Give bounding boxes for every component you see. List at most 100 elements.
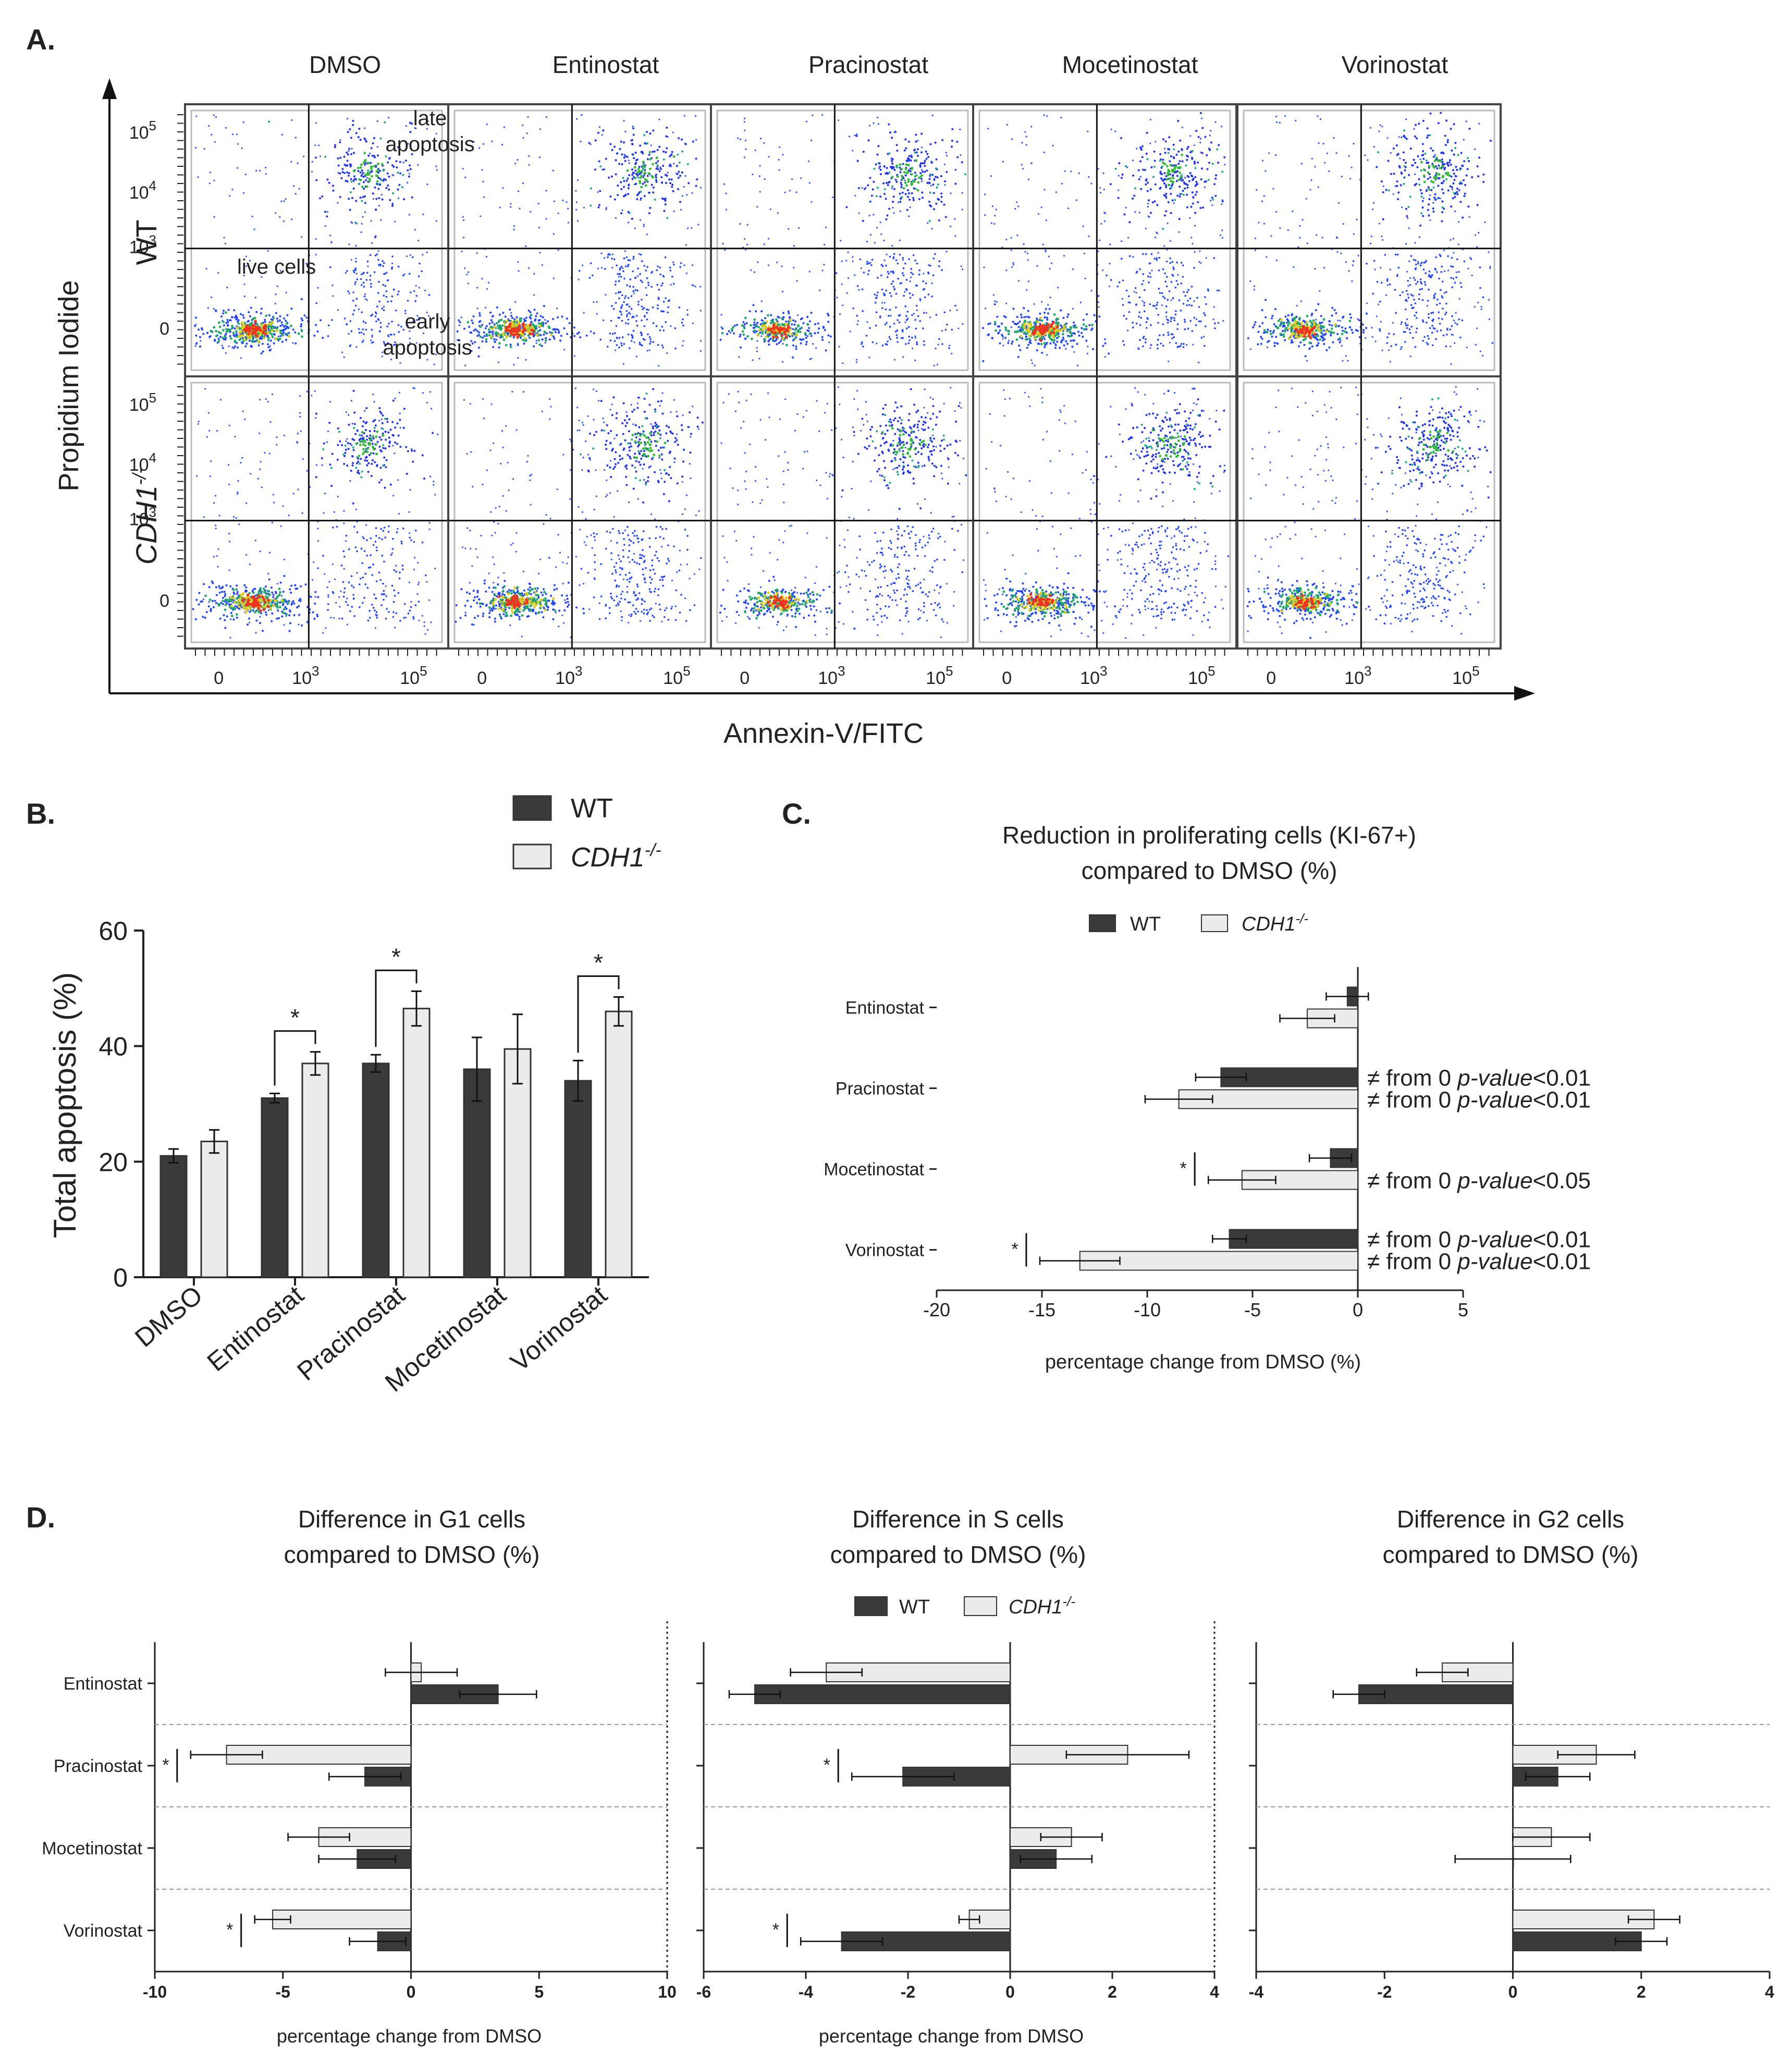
flow-event-dot bbox=[759, 165, 761, 167]
flow-event-dot bbox=[1180, 310, 1182, 312]
flow-event-dot bbox=[621, 336, 624, 338]
flow-event-dot bbox=[627, 187, 630, 190]
flow-event-dot bbox=[627, 265, 629, 267]
flow-event-dot bbox=[1409, 147, 1412, 150]
flow-event-dot bbox=[905, 315, 907, 317]
flow-event-dot bbox=[1163, 163, 1167, 166]
flow-event-dot bbox=[912, 273, 914, 275]
flow-event-dot bbox=[1459, 167, 1462, 170]
flow-event-dot bbox=[271, 333, 273, 336]
flow-event-dot bbox=[752, 174, 754, 176]
flow-event-dot bbox=[283, 332, 285, 334]
flow-event-dot bbox=[585, 334, 588, 337]
flow-event-dot bbox=[1474, 305, 1476, 308]
flow-event-dot bbox=[1342, 316, 1344, 319]
flow-event-dot bbox=[1317, 342, 1320, 345]
flow-event-dot bbox=[852, 260, 854, 262]
flow-event-dot bbox=[1422, 268, 1425, 271]
flow-event-dot bbox=[1430, 147, 1432, 150]
flow-event-dot bbox=[1402, 291, 1404, 293]
flow-event-dot bbox=[1204, 186, 1206, 188]
flow-event-dot bbox=[1409, 277, 1411, 279]
flow-event-dot bbox=[294, 193, 297, 195]
flow-event-dot bbox=[934, 141, 937, 144]
flow-event-dot bbox=[544, 339, 547, 342]
flow-event-dot bbox=[388, 323, 390, 325]
flow-event-dot bbox=[1043, 114, 1045, 116]
flow-event-dot bbox=[1162, 345, 1164, 347]
flow-event-dot bbox=[925, 282, 927, 285]
flow-event-dot bbox=[219, 336, 222, 338]
flow-event-dot bbox=[914, 259, 916, 262]
flow-event-dot bbox=[1335, 152, 1337, 154]
flow-event-dot bbox=[920, 174, 923, 177]
flow-event-dot bbox=[904, 138, 907, 141]
flow-event-dot bbox=[250, 345, 252, 348]
flow-event-dot bbox=[789, 328, 792, 331]
flow-event-dot bbox=[943, 203, 946, 206]
flow-event-dot bbox=[904, 181, 907, 185]
flow-event-dot bbox=[1256, 189, 1258, 191]
flow-event-dot bbox=[218, 325, 222, 328]
flow-event-dot bbox=[685, 244, 687, 246]
flow-event-dot bbox=[409, 131, 412, 133]
flow-event-dot bbox=[1139, 324, 1142, 326]
flow-event-dot bbox=[983, 266, 985, 268]
flow-event-dot bbox=[265, 314, 268, 317]
flow-event-dot bbox=[244, 174, 247, 176]
flow-event-dot bbox=[1168, 170, 1171, 173]
flow-event-dot bbox=[1444, 313, 1446, 315]
flow-event-dot bbox=[1071, 334, 1073, 337]
flow-event-dot bbox=[525, 245, 527, 247]
flow-event-dot bbox=[914, 149, 916, 151]
flow-event-dot bbox=[224, 335, 226, 338]
flow-event-dot bbox=[285, 339, 287, 341]
flow-event-dot bbox=[1414, 259, 1417, 262]
flow-event-dot bbox=[1208, 162, 1210, 164]
flow-event-dot bbox=[406, 181, 408, 184]
flow-event-dot bbox=[1040, 342, 1043, 346]
flow-event-dot bbox=[1149, 272, 1151, 274]
flow-event-dot bbox=[902, 257, 904, 259]
flow-event-dot bbox=[909, 297, 912, 299]
flow-event-dot bbox=[899, 253, 901, 256]
flow-event-dot bbox=[1439, 302, 1441, 304]
flow-event-dot bbox=[809, 358, 811, 360]
flow-event-dot bbox=[1085, 325, 1088, 328]
flow-event-dot bbox=[627, 259, 630, 261]
flow-event-dot bbox=[236, 335, 238, 338]
flow-event-dot bbox=[365, 279, 367, 281]
flow-event-dot bbox=[1426, 162, 1428, 164]
flow-event-dot bbox=[631, 153, 634, 156]
flow-event-dot bbox=[668, 178, 671, 181]
flow-event-dot bbox=[1450, 175, 1453, 178]
flow-event-dot bbox=[347, 290, 349, 292]
flow-event-dot bbox=[1265, 316, 1267, 319]
flow-event-dot bbox=[788, 312, 790, 314]
flow-event-dot bbox=[842, 304, 844, 307]
flow-event-dot bbox=[508, 325, 511, 328]
flow-event-dot bbox=[1156, 204, 1159, 206]
flow-event-dot bbox=[1437, 122, 1440, 125]
flow-event-dot bbox=[943, 311, 946, 313]
flow-event-dot bbox=[364, 163, 366, 166]
flow-event-dot bbox=[854, 274, 856, 276]
flow-event-dot bbox=[1425, 321, 1428, 324]
flow-event-dot bbox=[393, 344, 395, 346]
flow-event-dot bbox=[669, 266, 671, 269]
flow-event-dot bbox=[911, 314, 913, 316]
flow-event-dot bbox=[941, 139, 944, 141]
flow-event-dot bbox=[463, 327, 465, 330]
flow-event-dot bbox=[508, 319, 510, 322]
flow-event-dot bbox=[541, 338, 544, 341]
flow-event-dot bbox=[379, 263, 382, 266]
flow-event-dot bbox=[462, 219, 465, 222]
flow-event-dot bbox=[1340, 252, 1342, 254]
flow-event-dot bbox=[1184, 319, 1186, 321]
flow-event-dot bbox=[474, 328, 477, 331]
flow-event-dot bbox=[368, 180, 371, 182]
flow-event-dot bbox=[614, 349, 617, 351]
flow-event-dot bbox=[1415, 283, 1417, 285]
flow-event-dot bbox=[345, 180, 347, 182]
flow-event-dot bbox=[652, 129, 655, 132]
